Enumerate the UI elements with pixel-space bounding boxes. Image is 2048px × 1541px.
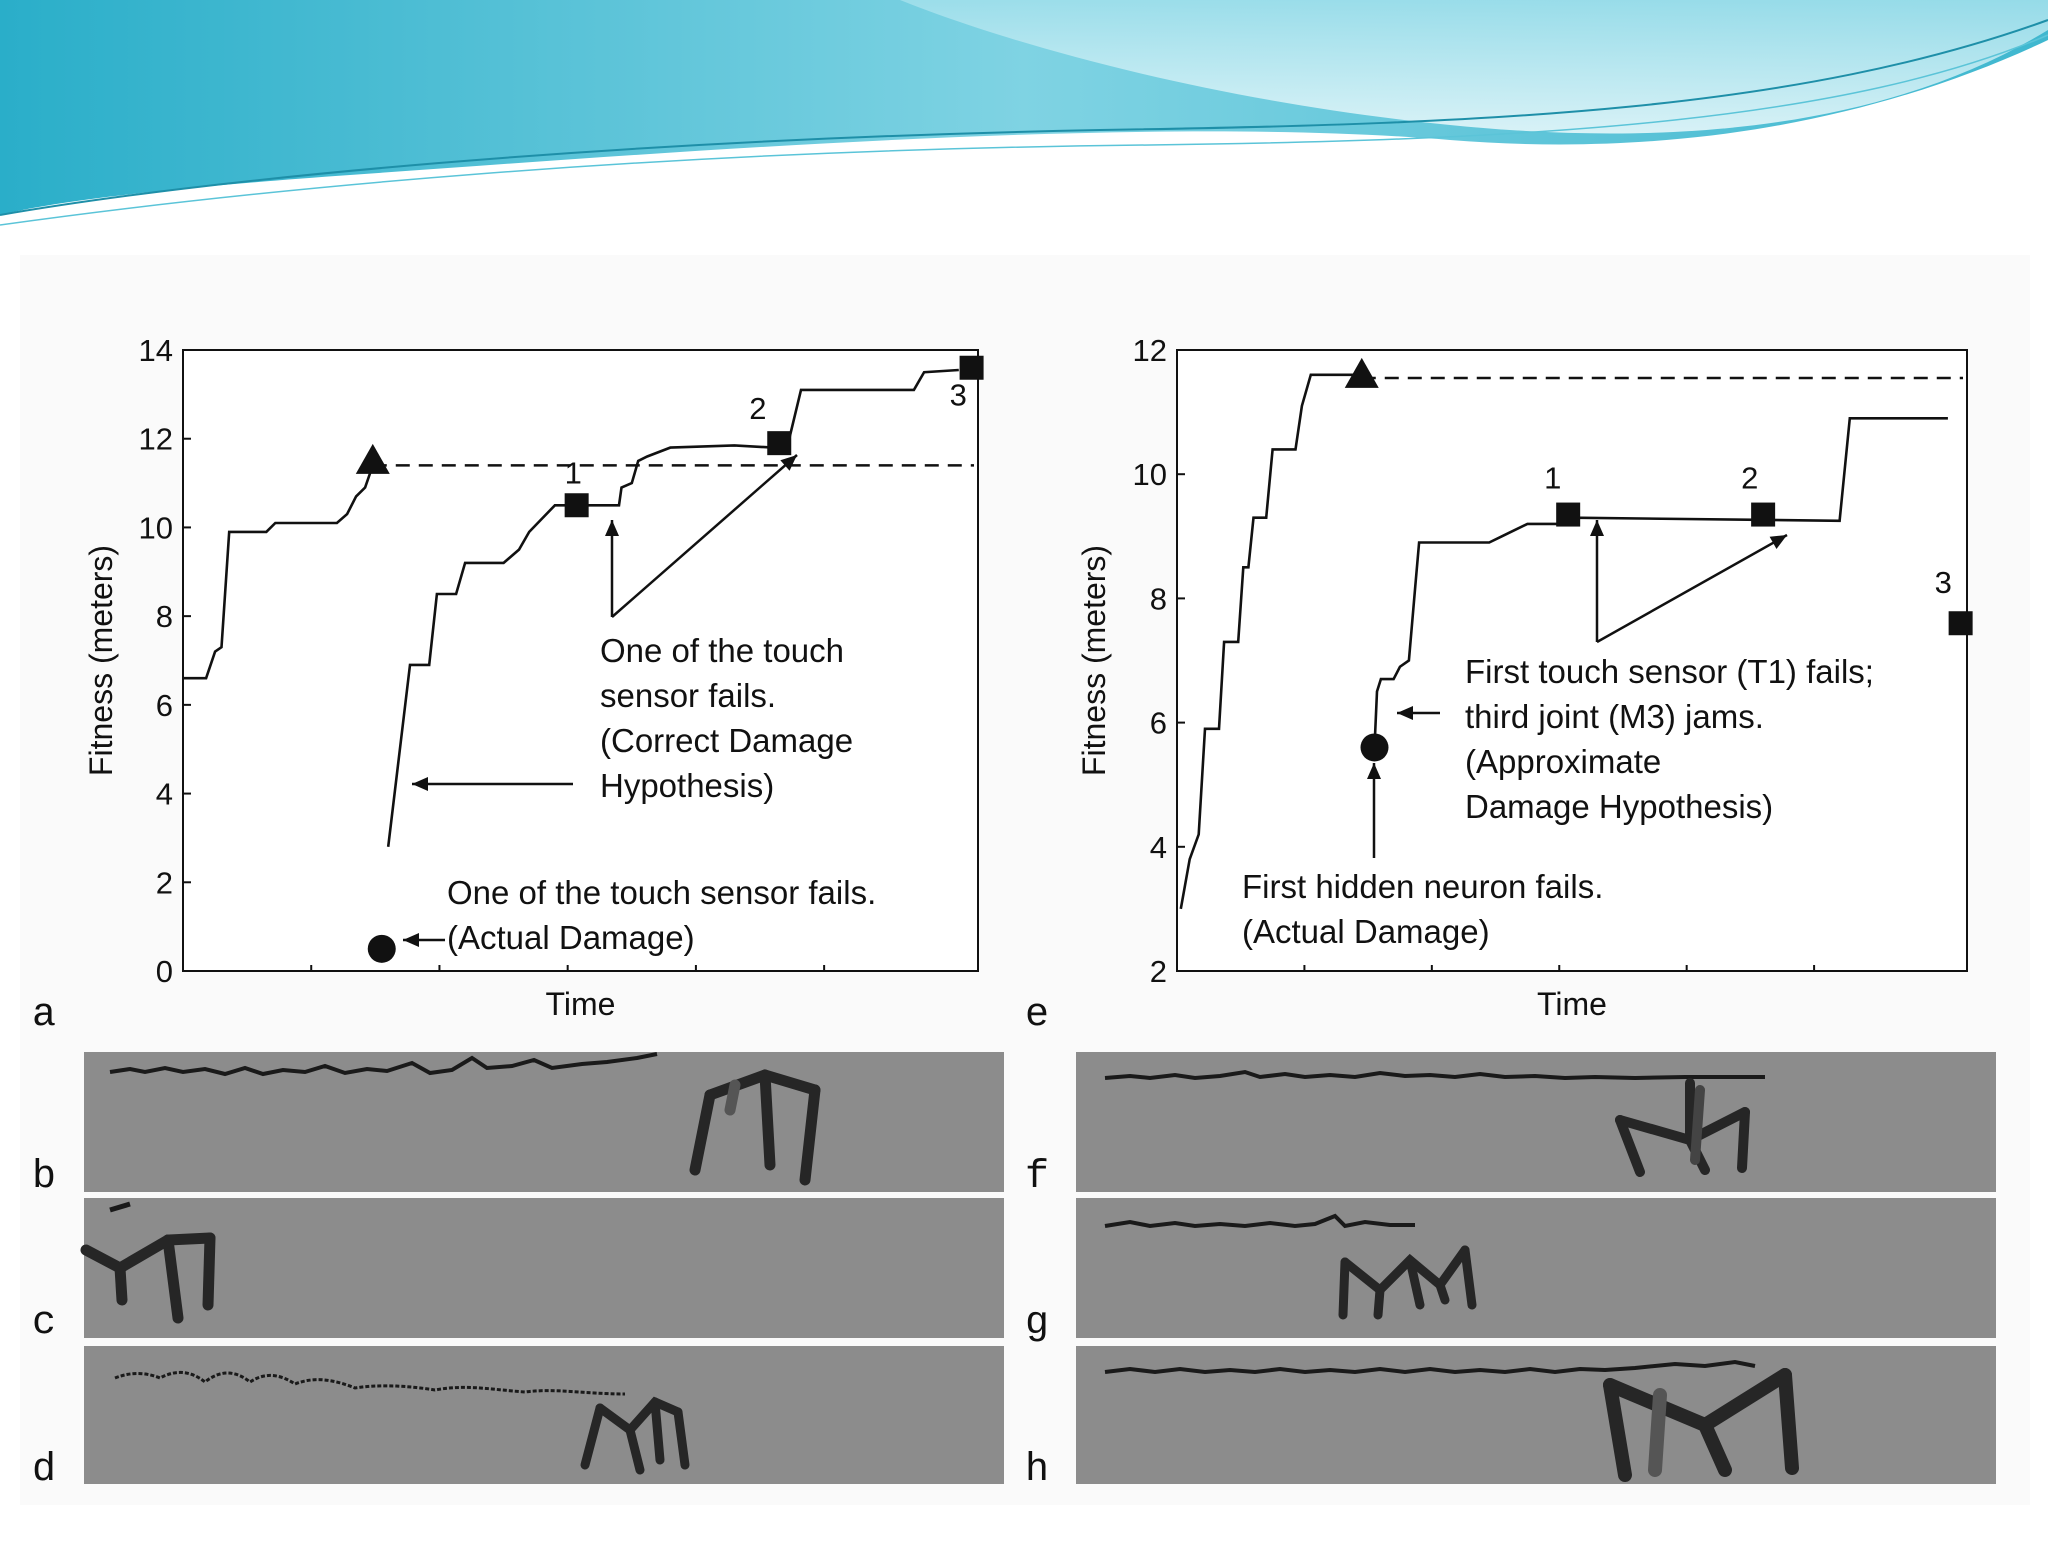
annotation-hypothesis-line: (Approximate xyxy=(1465,743,1661,780)
annotation-hypothesis-line: sensor fails. xyxy=(600,677,776,714)
annotation-hypothesis-line: First touch sensor (T1) fails; xyxy=(1465,653,1874,690)
y-tick-label: 4 xyxy=(156,777,173,812)
robot-h xyxy=(1603,1368,1799,1482)
y-tick-label: 2 xyxy=(156,865,173,900)
y-tick-label: 4 xyxy=(1150,830,1167,865)
y-tick-label: 12 xyxy=(1133,333,1167,368)
trajectory-trail-c xyxy=(109,1201,131,1213)
plot-frame xyxy=(1176,349,1968,972)
trajectory-trail-g xyxy=(1104,1213,1415,1229)
x-axis-title: Time xyxy=(546,986,616,1022)
annotation-actual-line: (Actual Damage) xyxy=(447,919,695,956)
y-tick-label: 8 xyxy=(1150,581,1167,616)
y-tick-label: 6 xyxy=(156,688,173,723)
header-wave xyxy=(0,0,2048,226)
marker-square xyxy=(564,493,589,518)
trajectory-trail-b xyxy=(109,1052,658,1077)
marker-circle xyxy=(1360,733,1389,762)
y-tick-label: 8 xyxy=(156,599,173,634)
annotation-arrowhead xyxy=(1367,763,1381,779)
y-tick-label: 2 xyxy=(1150,954,1167,989)
panel-label-e: e xyxy=(1025,993,1049,1038)
marker-square xyxy=(1556,502,1581,527)
annotation-arrowhead xyxy=(1769,535,1787,549)
marker-square xyxy=(767,431,792,456)
marker-label: 1 xyxy=(1544,461,1561,496)
x-axis-title: Time xyxy=(1537,986,1607,1022)
panel-label-b: b xyxy=(32,1155,56,1200)
y-tick-label: 6 xyxy=(1150,706,1167,741)
marker-triangle xyxy=(355,443,390,474)
annotation-actual-line: One of the touch sensor fails. xyxy=(447,874,876,911)
annotation-arrowhead xyxy=(605,520,619,536)
annotation-arrow xyxy=(611,454,798,618)
panel-letters: a b c d e f g h xyxy=(32,993,1049,1493)
annotation-arrowhead xyxy=(780,455,797,471)
robot-d xyxy=(580,1396,690,1475)
annotation-arrow xyxy=(1596,533,1788,644)
annotation-arrowhead xyxy=(1590,520,1604,536)
annotation-actual-line: First hidden neuron fails. xyxy=(1242,868,1603,905)
annotation-arrowhead xyxy=(412,777,428,791)
panel-label-c: c xyxy=(32,1301,56,1346)
robot-g xyxy=(1338,1245,1477,1320)
marker-label: 3 xyxy=(1935,565,1952,600)
marker-label: 3 xyxy=(950,378,967,413)
marker-label: 2 xyxy=(1741,461,1758,496)
y-axis-title: Fitness (meters) xyxy=(1076,545,1112,776)
marker-circle xyxy=(367,934,396,963)
marker-square xyxy=(1948,611,1973,636)
y-tick-label: 0 xyxy=(156,954,173,989)
y-tick-label: 12 xyxy=(139,422,173,457)
marker-square xyxy=(1751,502,1776,527)
sim-image-d xyxy=(84,1346,1004,1484)
annotation-hypothesis-line: Damage Hypothesis) xyxy=(1465,788,1773,825)
panel-label-h: h xyxy=(1025,1448,1049,1493)
robot-c xyxy=(80,1232,216,1324)
robot-b xyxy=(689,1069,821,1186)
series-line-1 xyxy=(183,464,375,680)
panel-label-g: g xyxy=(1025,1301,1049,1346)
annotation-arrowhead xyxy=(403,933,419,947)
annotation-hypothesis-line: Hypothesis) xyxy=(600,767,774,804)
marker-triangle xyxy=(1344,357,1379,388)
annotation-arrowhead xyxy=(1397,706,1413,720)
annotation-hypothesis-line: (Correct Damage xyxy=(600,722,853,759)
marker-square xyxy=(959,355,984,380)
panel-label-a: a xyxy=(32,993,56,1038)
plot-frame xyxy=(182,349,979,972)
sim-image-c xyxy=(84,1198,1004,1338)
annotation-hypothesis-line: third joint (M3) jams. xyxy=(1465,698,1764,735)
y-tick-label: 14 xyxy=(139,333,173,368)
sim-image-g xyxy=(1076,1198,1996,1338)
annotation-hypothesis-line: One of the touch xyxy=(600,632,844,669)
sim-image-h xyxy=(1076,1346,1996,1484)
marker-label: 1 xyxy=(565,455,582,490)
y-tick-label: 10 xyxy=(1133,457,1167,492)
annotation-actual-line: (Actual Damage) xyxy=(1242,913,1490,950)
marker-label: 2 xyxy=(749,391,766,426)
sim-image-b xyxy=(84,1052,1004,1192)
y-tick-label: 10 xyxy=(139,510,173,545)
trajectory-trail-f xyxy=(1104,1069,1765,1081)
series-line-1 xyxy=(1179,373,1362,910)
simulation-strips xyxy=(80,1052,1996,1484)
sim-image-f xyxy=(1076,1052,1996,1192)
robot-f xyxy=(1615,1078,1750,1177)
trajectory-trail-h xyxy=(1104,1359,1756,1375)
panel-label-d: d xyxy=(32,1448,56,1493)
trajectory-trail-d xyxy=(114,1371,626,1396)
panel-label-f: f xyxy=(1025,1155,1049,1200)
y-axis-title: Fitness (meters) xyxy=(83,545,119,776)
